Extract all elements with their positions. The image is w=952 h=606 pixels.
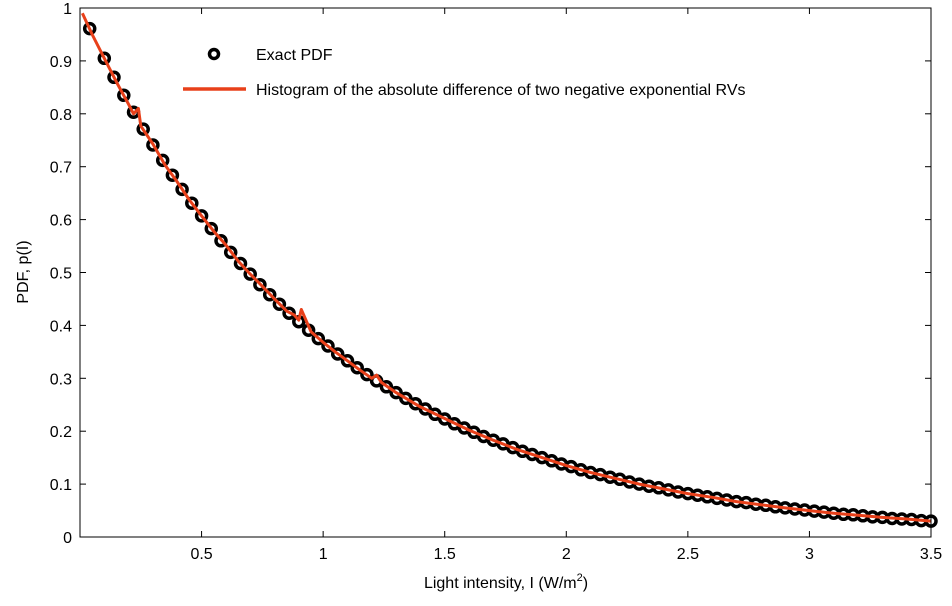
exact-pdf-marker	[321, 339, 335, 353]
exact-pdf-marker	[223, 245, 238, 260]
y-tick-label: 0.3	[50, 371, 72, 388]
exact-pdf-marker	[418, 402, 433, 416]
exact-pdf-marker	[243, 267, 257, 281]
exact-pdf-marker	[253, 277, 267, 292]
exact-pdf-marker	[155, 153, 170, 168]
histogram-line	[81, 12, 932, 523]
exact-pdf-marker	[185, 196, 199, 210]
y-tick-label: 0.4	[50, 318, 72, 335]
y-tick-label: 0.1	[50, 477, 72, 494]
series-layer	[81, 12, 938, 528]
exact-pdf-marker	[165, 168, 180, 182]
exact-pdf-marker	[408, 396, 423, 411]
exact-pdf-marker	[311, 331, 326, 346]
exact-pdf-marker	[194, 209, 209, 223]
exact-pdf-marker	[399, 391, 413, 406]
exact-pdf-marker	[97, 51, 112, 66]
exact-pdf-marker	[379, 380, 394, 394]
y-tick-label: 0.5	[50, 266, 72, 283]
x-axis-label-superscript: 2	[577, 572, 583, 584]
exact-pdf-marker	[330, 347, 345, 361]
exact-pdf-marker	[146, 138, 160, 152]
x-tick-label: 2	[562, 546, 571, 563]
exact-pdf-marker	[204, 221, 219, 236]
exact-pdf-marker	[136, 122, 150, 136]
legend-label-exact-pdf: Exact PDF	[256, 47, 333, 64]
exact-pdf-marker	[360, 367, 374, 382]
exact-pdf-marker	[340, 354, 355, 368]
y-tick-label: 0.2	[50, 424, 72, 441]
exact-pdf-marker	[107, 70, 121, 85]
exact-pdf-marker	[233, 256, 248, 271]
y-tick-label: 1	[63, 1, 72, 18]
y-tick-label: 0	[63, 530, 72, 547]
exact-pdf-marker	[117, 88, 131, 103]
exact-pdf-marker	[262, 287, 277, 302]
x-tick-label: 3	[805, 546, 814, 563]
y-axis-label: PDF, p(I)	[15, 240, 32, 303]
ticks-layer: 0.5 1 1.5 2 2.5 3 3.5 0 0.1 0.2 0.3 0.4 0.5 0.6 0.7 0.8…	[50, 1, 942, 563]
exact-pdf-marker	[350, 360, 364, 375]
x-tick-label: 2.5	[677, 546, 699, 563]
exact-pdf-marker	[389, 385, 403, 400]
exact-pdf-marker	[272, 297, 287, 311]
y-tick-label: 0.6	[50, 213, 72, 230]
y-tick-label: 0.8	[50, 107, 72, 124]
exact-pdf-marker	[175, 182, 189, 197]
legend: Exact PDF Histogram of the absolute diff…	[183, 47, 745, 99]
x-tick-label: 3.5	[920, 546, 942, 563]
x-tick-label: 0.5	[190, 546, 212, 563]
x-tick-label: 1	[319, 546, 328, 563]
y-tick-label: 0.9	[50, 54, 72, 71]
x-axis-label: Light intensity, I (W/m2)	[424, 572, 588, 592]
exact-pdf-marker	[82, 21, 97, 36]
y-tick-label: 0.7	[50, 160, 72, 177]
x-tick-label: 1.5	[434, 546, 456, 563]
exact-pdf-marker	[214, 234, 228, 248]
legend-label-histogram: Histogram of the absolute difference of …	[256, 82, 745, 99]
legend-marker-exact-pdf	[207, 47, 221, 61]
